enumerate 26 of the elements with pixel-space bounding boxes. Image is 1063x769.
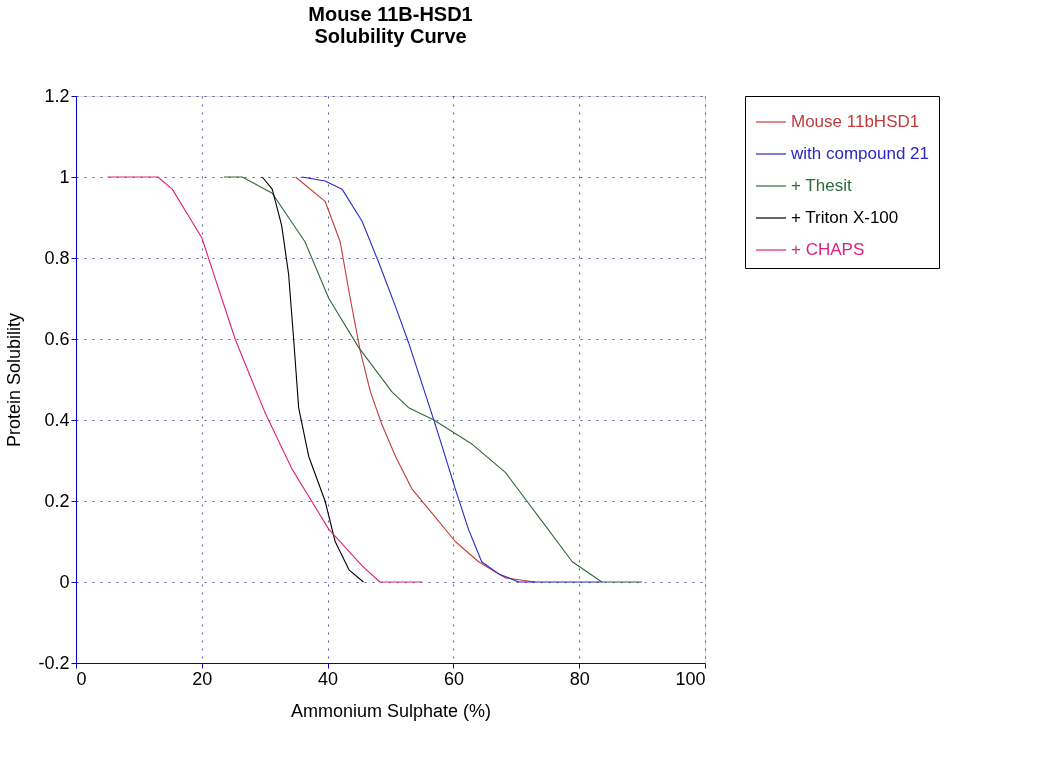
legend-label: + CHAPS [791, 240, 865, 259]
y-tick-label: 0.8 [44, 247, 70, 268]
x-axis-title: Ammonium Sulphate (%) [290, 700, 492, 721]
line-series [223, 176, 643, 583]
x-tick-label: 80 [569, 668, 590, 689]
x-tick-label: 0 [76, 668, 87, 689]
line-series [106, 176, 423, 583]
y-tick-label: -0.2 [38, 652, 70, 673]
line-series [301, 176, 603, 583]
x-tick-label: 20 [192, 668, 213, 689]
chart-title: Mouse 11B-HSD1 Solubility Curve [308, 3, 473, 47]
y-tick-label: 0.6 [44, 328, 70, 349]
y-tick-label: 1.2 [44, 85, 70, 106]
line-series [261, 176, 364, 583]
x-tick-label: 100 [675, 668, 706, 689]
y-tick-label: 1 [59, 166, 70, 187]
x-tick-label: 60 [443, 668, 464, 689]
y-tick-label: 0 [59, 571, 70, 592]
y-tick-label: 0.4 [44, 409, 70, 430]
legend-label: with compound 21 [790, 144, 929, 163]
legend-label: Mouse 11bHSD1 [791, 112, 920, 131]
legend-label: + Thesit [791, 176, 852, 195]
legend-label: + Triton X-100 [791, 208, 899, 227]
y-axis-title: Protein Solubility [4, 312, 25, 448]
y-tick-label: 0.2 [44, 490, 70, 511]
x-tick-label: 40 [318, 668, 339, 689]
